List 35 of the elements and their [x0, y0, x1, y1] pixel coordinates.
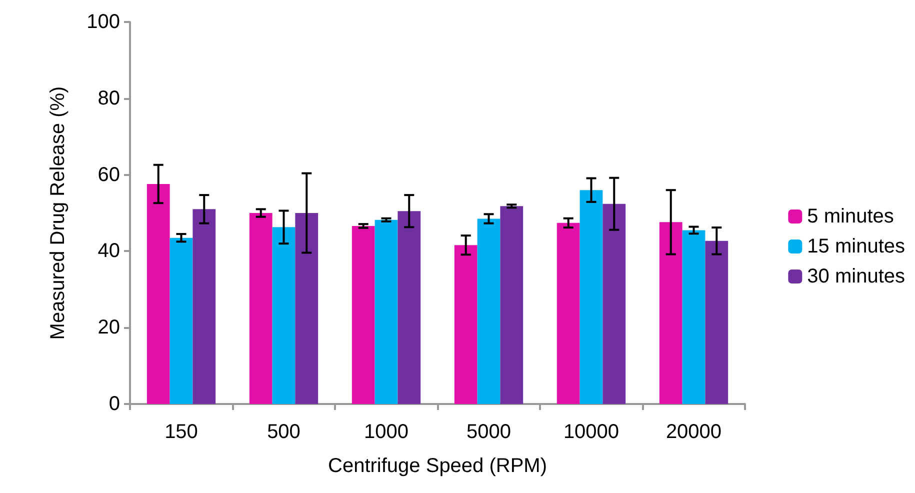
- y-tick-label: 100: [86, 11, 120, 33]
- y-axis-title: Measured Drug Release (%): [47, 86, 69, 340]
- y-tick-label: 0: [108, 393, 120, 415]
- bar: [272, 227, 296, 404]
- x-tick-label: 500: [267, 421, 300, 443]
- legend-label: 5 minutes: [807, 206, 894, 228]
- x-tick-label: 20000: [666, 421, 722, 443]
- y-tick-label: 20: [98, 316, 120, 339]
- bar: [352, 226, 375, 404]
- legend-label: 30 minutes: [807, 266, 906, 288]
- bar: [705, 240, 728, 404]
- bar: [500, 206, 524, 404]
- bar: [295, 213, 318, 404]
- bar: [398, 211, 421, 404]
- x-tick-label: 1000: [364, 421, 408, 443]
- y-tick-label: 60: [98, 164, 120, 186]
- bar: [556, 222, 580, 404]
- bar: [146, 184, 170, 404]
- bar: [374, 220, 398, 404]
- bar: [659, 222, 682, 404]
- bar: [170, 238, 193, 404]
- x-axis-title: Centrifuge Speed (RPM): [328, 455, 547, 477]
- bar: [477, 218, 500, 404]
- bar: [682, 230, 706, 404]
- bar: [192, 209, 216, 404]
- x-tick-label: 150: [164, 421, 198, 443]
- x-tick-label: 10000: [563, 421, 620, 443]
- y-tick-label: 40: [98, 240, 120, 262]
- bar: [454, 245, 478, 404]
- bar: [602, 204, 626, 404]
- y-tick-label: 80: [98, 87, 120, 110]
- legend-label: 15 minutes: [807, 236, 906, 258]
- bar: [580, 190, 603, 404]
- bar: [249, 213, 272, 404]
- x-tick-label: 5000: [466, 421, 511, 443]
